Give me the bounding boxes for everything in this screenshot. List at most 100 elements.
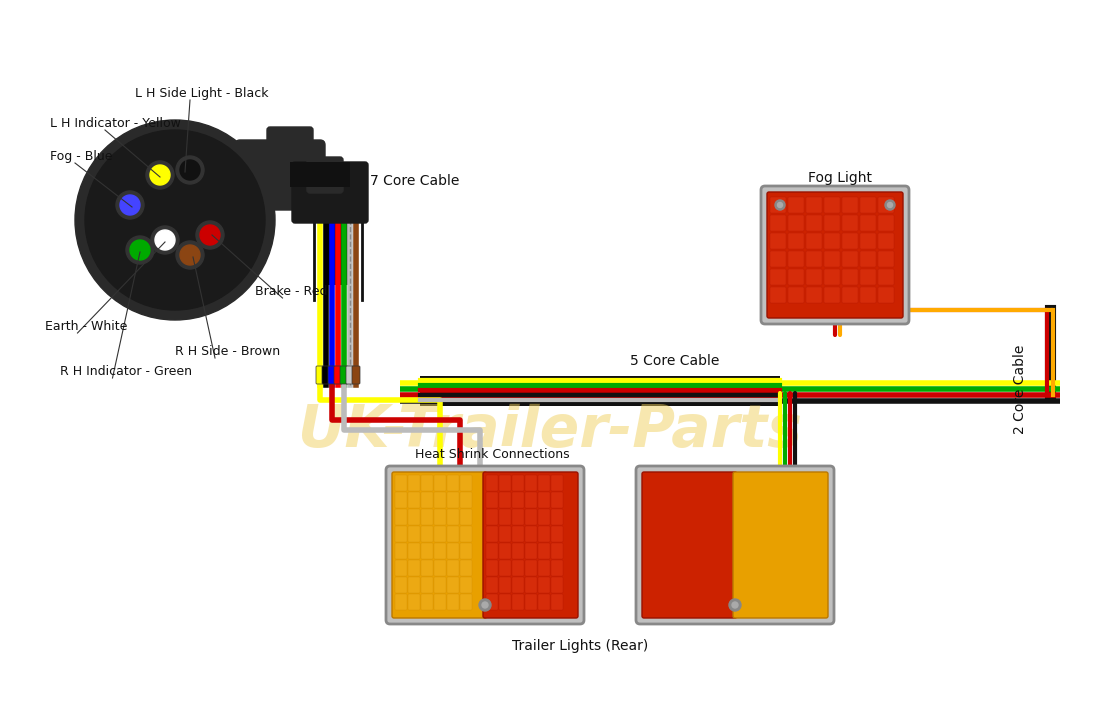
- FancyBboxPatch shape: [486, 526, 498, 542]
- Circle shape: [151, 226, 179, 254]
- FancyBboxPatch shape: [460, 526, 472, 542]
- FancyBboxPatch shape: [434, 526, 446, 542]
- FancyBboxPatch shape: [434, 543, 446, 559]
- FancyBboxPatch shape: [460, 543, 472, 559]
- FancyBboxPatch shape: [421, 543, 433, 559]
- FancyBboxPatch shape: [806, 287, 822, 303]
- FancyBboxPatch shape: [525, 526, 537, 542]
- Circle shape: [196, 221, 224, 249]
- FancyBboxPatch shape: [421, 526, 433, 542]
- FancyBboxPatch shape: [512, 543, 524, 559]
- Text: 7 Core Cable: 7 Core Cable: [370, 174, 460, 188]
- FancyBboxPatch shape: [538, 492, 550, 508]
- FancyBboxPatch shape: [788, 251, 804, 267]
- FancyBboxPatch shape: [770, 251, 786, 267]
- FancyBboxPatch shape: [770, 215, 786, 231]
- FancyBboxPatch shape: [770, 197, 786, 213]
- FancyBboxPatch shape: [806, 269, 822, 285]
- FancyBboxPatch shape: [860, 233, 876, 249]
- FancyBboxPatch shape: [878, 287, 894, 303]
- FancyBboxPatch shape: [421, 492, 433, 508]
- FancyBboxPatch shape: [551, 492, 563, 508]
- Ellipse shape: [75, 120, 275, 320]
- Text: R H Indicator - Green: R H Indicator - Green: [60, 365, 192, 378]
- Circle shape: [478, 599, 491, 611]
- Circle shape: [778, 203, 782, 208]
- FancyBboxPatch shape: [395, 560, 407, 576]
- Circle shape: [482, 602, 488, 608]
- FancyBboxPatch shape: [447, 526, 459, 542]
- FancyBboxPatch shape: [538, 526, 550, 542]
- FancyBboxPatch shape: [395, 577, 407, 593]
- FancyBboxPatch shape: [420, 376, 780, 406]
- FancyBboxPatch shape: [267, 127, 314, 163]
- Circle shape: [180, 160, 200, 180]
- FancyBboxPatch shape: [434, 560, 446, 576]
- FancyBboxPatch shape: [421, 560, 433, 576]
- FancyBboxPatch shape: [395, 543, 407, 559]
- FancyBboxPatch shape: [525, 577, 537, 593]
- Text: Brake - Red: Brake - Red: [255, 285, 328, 298]
- Circle shape: [150, 165, 170, 185]
- Circle shape: [886, 200, 895, 210]
- FancyBboxPatch shape: [316, 366, 324, 384]
- Text: 2 Core Cable: 2 Core Cable: [1013, 345, 1027, 434]
- FancyBboxPatch shape: [447, 492, 459, 508]
- FancyBboxPatch shape: [860, 287, 876, 303]
- FancyBboxPatch shape: [421, 509, 433, 525]
- FancyBboxPatch shape: [770, 233, 786, 249]
- FancyBboxPatch shape: [842, 287, 858, 303]
- FancyBboxPatch shape: [499, 509, 512, 525]
- FancyBboxPatch shape: [770, 269, 786, 285]
- FancyBboxPatch shape: [447, 577, 459, 593]
- FancyBboxPatch shape: [538, 594, 550, 610]
- FancyBboxPatch shape: [334, 366, 342, 384]
- FancyBboxPatch shape: [408, 509, 420, 525]
- FancyBboxPatch shape: [352, 366, 360, 384]
- Circle shape: [180, 245, 200, 265]
- FancyBboxPatch shape: [499, 526, 512, 542]
- Circle shape: [155, 230, 175, 250]
- FancyBboxPatch shape: [408, 594, 420, 610]
- FancyBboxPatch shape: [842, 197, 858, 213]
- FancyBboxPatch shape: [824, 269, 840, 285]
- Circle shape: [888, 203, 892, 208]
- FancyBboxPatch shape: [307, 157, 343, 193]
- FancyBboxPatch shape: [499, 492, 512, 508]
- FancyBboxPatch shape: [486, 594, 498, 610]
- FancyBboxPatch shape: [860, 197, 876, 213]
- FancyBboxPatch shape: [525, 560, 537, 576]
- FancyBboxPatch shape: [395, 492, 407, 508]
- FancyBboxPatch shape: [434, 509, 446, 525]
- FancyBboxPatch shape: [525, 475, 537, 491]
- FancyBboxPatch shape: [538, 560, 550, 576]
- FancyBboxPatch shape: [551, 509, 563, 525]
- FancyBboxPatch shape: [824, 215, 840, 231]
- FancyBboxPatch shape: [486, 475, 498, 491]
- FancyBboxPatch shape: [878, 251, 894, 267]
- FancyBboxPatch shape: [788, 287, 804, 303]
- FancyBboxPatch shape: [842, 269, 858, 285]
- FancyBboxPatch shape: [551, 577, 563, 593]
- FancyBboxPatch shape: [551, 475, 563, 491]
- Text: Trailer Lights (Rear): Trailer Lights (Rear): [512, 639, 648, 653]
- FancyBboxPatch shape: [733, 472, 828, 618]
- Text: Earth - White: Earth - White: [45, 320, 128, 333]
- FancyBboxPatch shape: [551, 560, 563, 576]
- FancyBboxPatch shape: [421, 594, 433, 610]
- FancyBboxPatch shape: [878, 233, 894, 249]
- FancyBboxPatch shape: [460, 509, 472, 525]
- FancyBboxPatch shape: [642, 472, 737, 618]
- Text: L H Side Light - Black: L H Side Light - Black: [135, 87, 268, 100]
- FancyBboxPatch shape: [421, 577, 433, 593]
- Circle shape: [176, 156, 204, 184]
- FancyBboxPatch shape: [486, 543, 498, 559]
- FancyBboxPatch shape: [499, 577, 512, 593]
- FancyBboxPatch shape: [525, 594, 537, 610]
- FancyBboxPatch shape: [292, 162, 368, 223]
- FancyBboxPatch shape: [512, 594, 524, 610]
- FancyBboxPatch shape: [447, 543, 459, 559]
- FancyBboxPatch shape: [408, 543, 420, 559]
- FancyBboxPatch shape: [395, 594, 407, 610]
- FancyBboxPatch shape: [408, 475, 420, 491]
